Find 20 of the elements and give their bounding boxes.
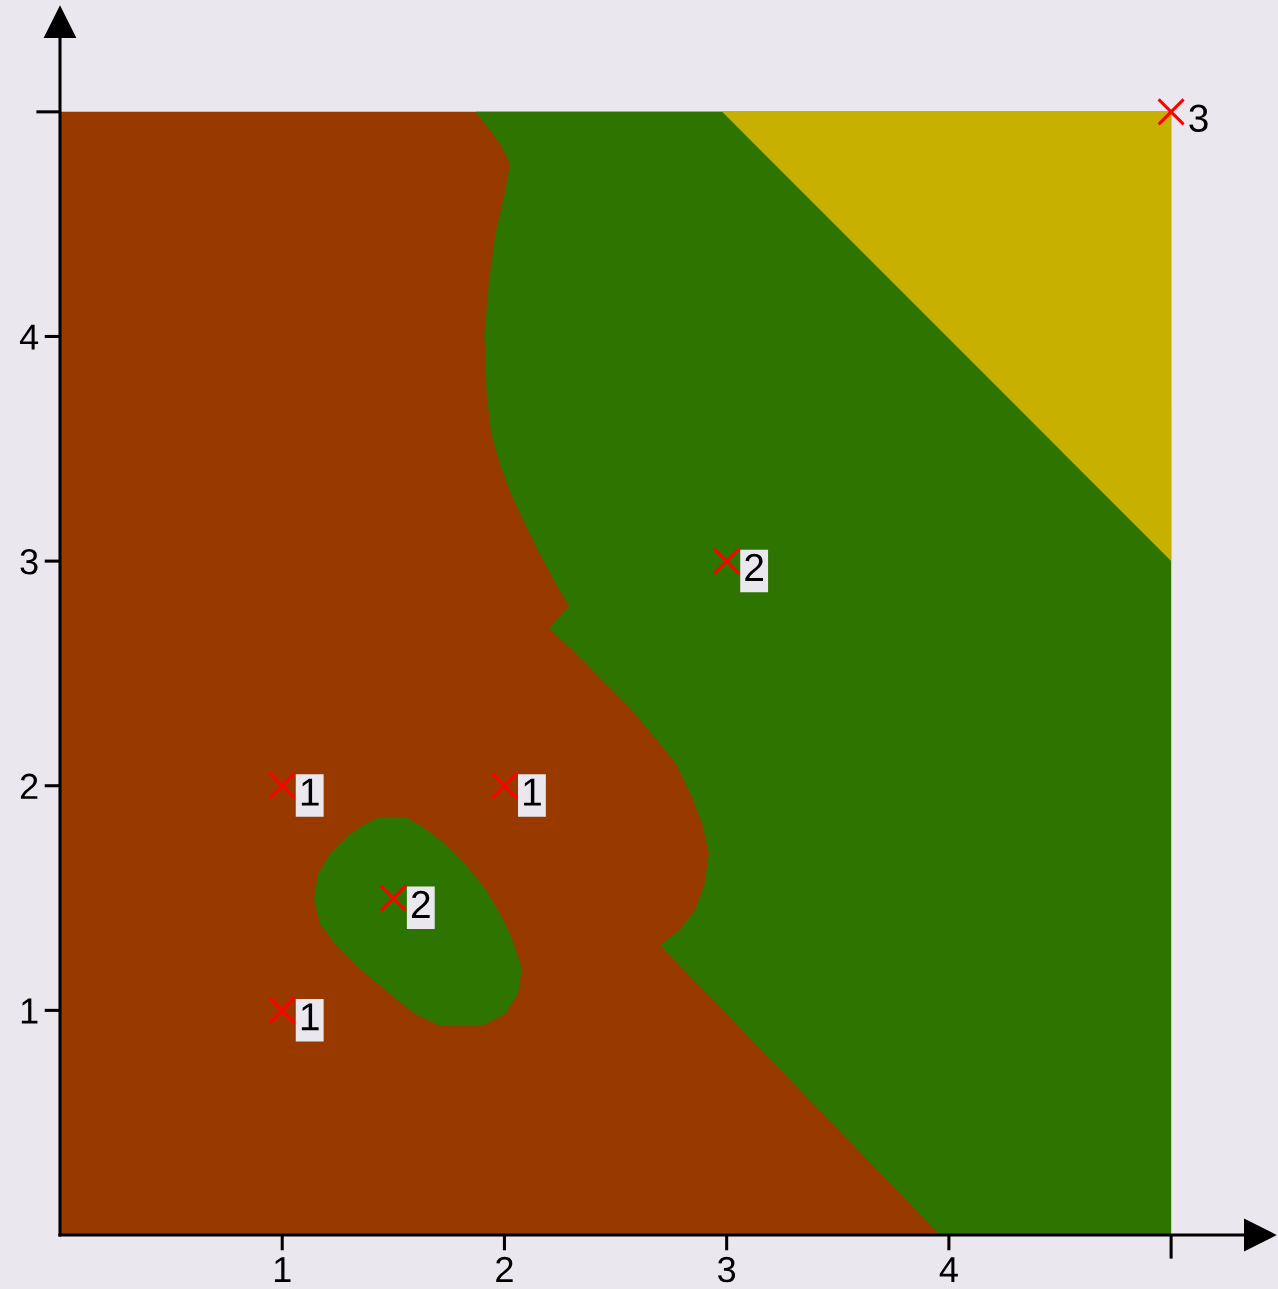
point	[1157, 97, 1186, 126]
x-tick-label: 1	[274, 1257, 291, 1282]
y-tick-label: 1	[21, 998, 38, 1024]
annotation: 1	[301, 778, 319, 806]
annotation: 2	[411, 890, 430, 918]
point	[379, 884, 408, 913]
annotation: 2	[745, 553, 764, 581]
y-tick-label: 2	[20, 773, 38, 799]
annotation: 1	[301, 1003, 319, 1031]
x-tick-label: 4	[939, 1257, 958, 1282]
x-tick-label: 3	[718, 1256, 736, 1283]
annotation: 3	[1189, 104, 1208, 133]
annotation: 1	[524, 778, 541, 806]
y-tick-label: 4	[19, 324, 39, 350]
y-tick-label: 3	[20, 548, 38, 575]
x-tick-label: 2	[496, 1256, 513, 1282]
point	[490, 771, 519, 800]
point	[712, 547, 741, 576]
point	[268, 771, 297, 800]
point	[268, 996, 297, 1025]
